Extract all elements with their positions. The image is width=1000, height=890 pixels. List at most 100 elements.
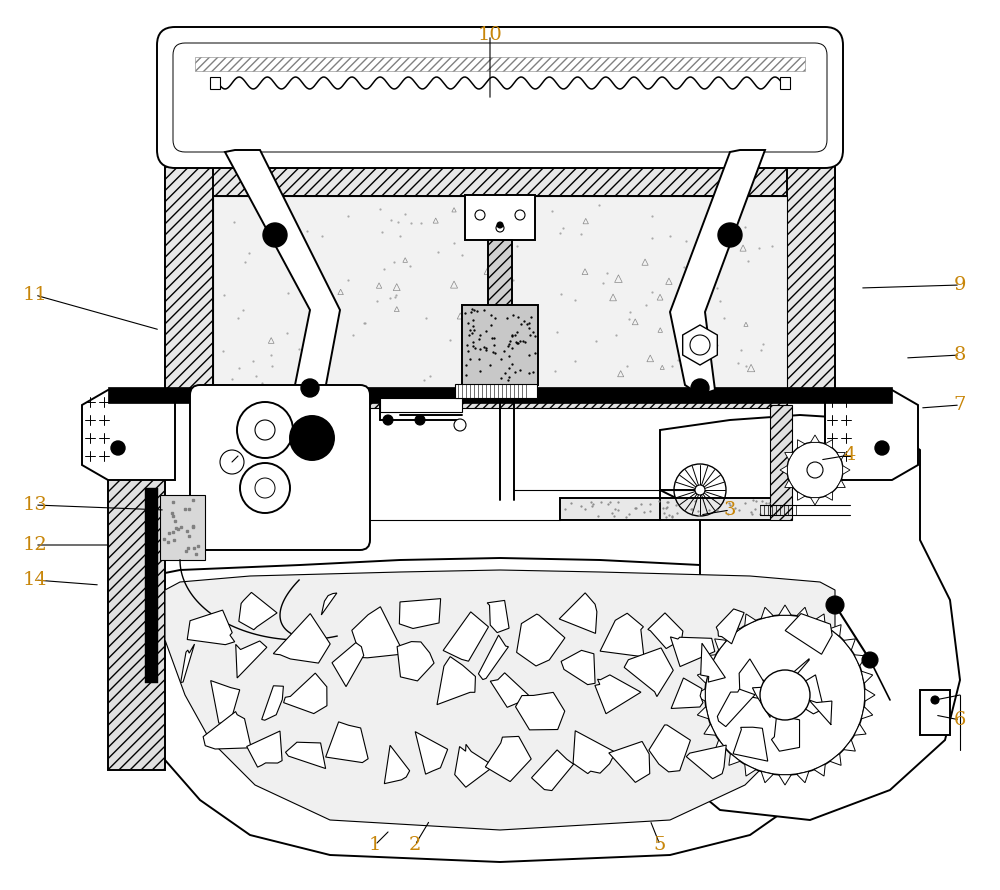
Circle shape: [237, 402, 293, 458]
Bar: [108, 387, 892, 403]
Circle shape: [787, 442, 843, 498]
Polygon shape: [799, 675, 824, 714]
Circle shape: [111, 441, 125, 455]
Circle shape: [263, 223, 287, 247]
Polygon shape: [830, 754, 841, 765]
Circle shape: [220, 450, 244, 474]
Circle shape: [496, 224, 504, 232]
Bar: [145, 488, 158, 683]
Bar: [195, 57, 805, 71]
Bar: [380, 398, 462, 412]
Polygon shape: [843, 639, 855, 651]
Circle shape: [862, 652, 878, 668]
Polygon shape: [729, 625, 740, 636]
Circle shape: [875, 441, 889, 455]
Circle shape: [807, 462, 823, 478]
Polygon shape: [854, 655, 866, 666]
Polygon shape: [490, 673, 528, 708]
Polygon shape: [683, 325, 717, 365]
Polygon shape: [797, 607, 809, 619]
Text: 8: 8: [954, 346, 966, 364]
Polygon shape: [478, 635, 508, 680]
Polygon shape: [284, 673, 327, 714]
Polygon shape: [609, 741, 650, 782]
Polygon shape: [825, 440, 833, 449]
Polygon shape: [811, 435, 819, 442]
Polygon shape: [326, 722, 368, 763]
Polygon shape: [704, 724, 716, 735]
Polygon shape: [648, 613, 683, 649]
Polygon shape: [181, 644, 195, 683]
Polygon shape: [352, 607, 401, 658]
Polygon shape: [837, 452, 845, 460]
Polygon shape: [861, 707, 873, 719]
Polygon shape: [595, 675, 641, 714]
Polygon shape: [487, 601, 509, 633]
Polygon shape: [785, 480, 793, 488]
Polygon shape: [187, 611, 235, 644]
FancyBboxPatch shape: [157, 27, 843, 168]
Polygon shape: [843, 465, 850, 474]
Text: 13: 13: [23, 496, 47, 514]
Polygon shape: [573, 731, 615, 773]
Polygon shape: [516, 692, 565, 730]
Circle shape: [255, 420, 275, 440]
Polygon shape: [716, 609, 744, 643]
Bar: [787, 148, 835, 398]
Circle shape: [515, 210, 525, 220]
Bar: [455, 384, 537, 398]
Polygon shape: [624, 648, 673, 697]
Polygon shape: [437, 657, 475, 705]
Circle shape: [718, 223, 742, 247]
Polygon shape: [108, 558, 892, 862]
Polygon shape: [321, 593, 337, 615]
Polygon shape: [745, 765, 756, 776]
Polygon shape: [247, 731, 282, 767]
Polygon shape: [843, 740, 855, 751]
Circle shape: [454, 419, 466, 431]
Bar: [160, 495, 205, 560]
Polygon shape: [729, 754, 740, 765]
Circle shape: [383, 415, 393, 425]
Bar: [920, 690, 950, 735]
Polygon shape: [785, 452, 793, 460]
Polygon shape: [415, 732, 448, 774]
Polygon shape: [761, 607, 773, 619]
Polygon shape: [797, 772, 809, 782]
Bar: [165, 148, 213, 398]
Text: 10: 10: [478, 26, 502, 44]
Polygon shape: [779, 775, 791, 785]
Text: 11: 11: [23, 286, 47, 304]
Circle shape: [255, 478, 275, 498]
Polygon shape: [671, 678, 703, 708]
Polygon shape: [273, 613, 330, 663]
Text: 3: 3: [724, 501, 736, 519]
Polygon shape: [697, 671, 709, 684]
Polygon shape: [697, 707, 709, 719]
Bar: [488, 240, 512, 340]
Circle shape: [240, 463, 290, 513]
Polygon shape: [165, 570, 835, 830]
Polygon shape: [384, 745, 410, 784]
Polygon shape: [236, 641, 267, 678]
Polygon shape: [780, 465, 787, 474]
Polygon shape: [715, 639, 727, 651]
Polygon shape: [809, 700, 832, 724]
Polygon shape: [82, 390, 175, 480]
FancyBboxPatch shape: [173, 43, 827, 152]
Circle shape: [415, 415, 425, 425]
Polygon shape: [825, 390, 918, 480]
Bar: [108, 450, 165, 770]
Polygon shape: [717, 689, 755, 726]
Polygon shape: [701, 643, 725, 682]
Circle shape: [290, 416, 334, 460]
Polygon shape: [745, 614, 756, 626]
Polygon shape: [785, 613, 832, 654]
Circle shape: [691, 379, 709, 397]
Text: 5: 5: [654, 836, 666, 854]
Polygon shape: [861, 671, 873, 684]
Circle shape: [301, 379, 319, 397]
Polygon shape: [771, 716, 800, 751]
Text: 4: 4: [844, 446, 856, 464]
Circle shape: [497, 222, 503, 228]
